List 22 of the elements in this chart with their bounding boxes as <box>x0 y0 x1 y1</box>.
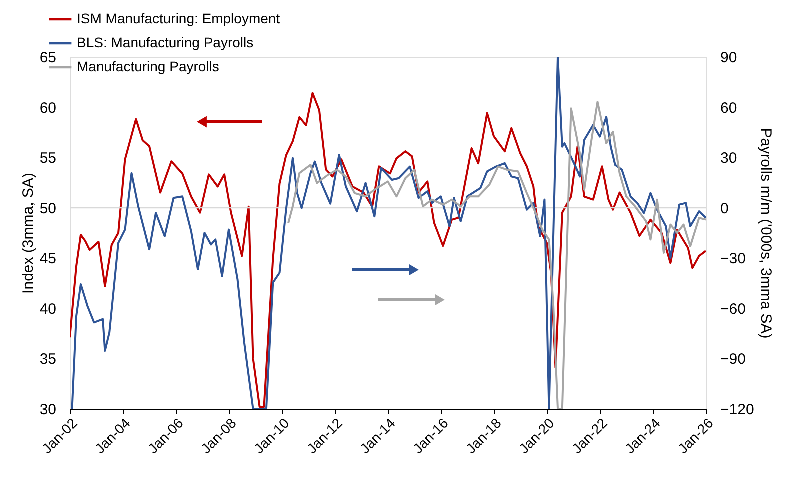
y-tick-label: 65 <box>40 50 56 66</box>
y-axis-title: Index (3mma, SA) <box>20 173 37 294</box>
y2-tick-label: −90 <box>720 351 746 368</box>
y2-tick-label: 30 <box>720 150 738 168</box>
legend-label: ISM Manufacturing: Employment <box>77 10 280 26</box>
y2-tick-label: −120 <box>720 402 754 418</box>
line-series <box>288 101 706 409</box>
legend-label: BLS: Manufacturing Payrolls <box>77 34 254 50</box>
y-tick-label: 35 <box>40 351 56 368</box>
y-tick-label: 45 <box>40 250 56 268</box>
y2-tick-label: −30 <box>720 250 746 268</box>
y-tick-label: 30 <box>40 402 56 418</box>
y-tick-label: 50 <box>40 200 56 218</box>
y2-tick-label: 90 <box>720 50 738 66</box>
y-tick-label: 60 <box>40 100 56 117</box>
y2-axis-title: Payrolls m/m ('000s, 3mma SA) <box>757 128 774 339</box>
y2-tick-label: 0 <box>720 200 729 218</box>
y-tick-label: 40 <box>40 300 56 318</box>
y2-tick-label: 60 <box>720 100 738 117</box>
y2-tick-label: −60 <box>720 300 746 318</box>
legend-label: Manufacturing Payrolls <box>77 58 220 74</box>
y-tick-label: 55 <box>40 150 56 168</box>
